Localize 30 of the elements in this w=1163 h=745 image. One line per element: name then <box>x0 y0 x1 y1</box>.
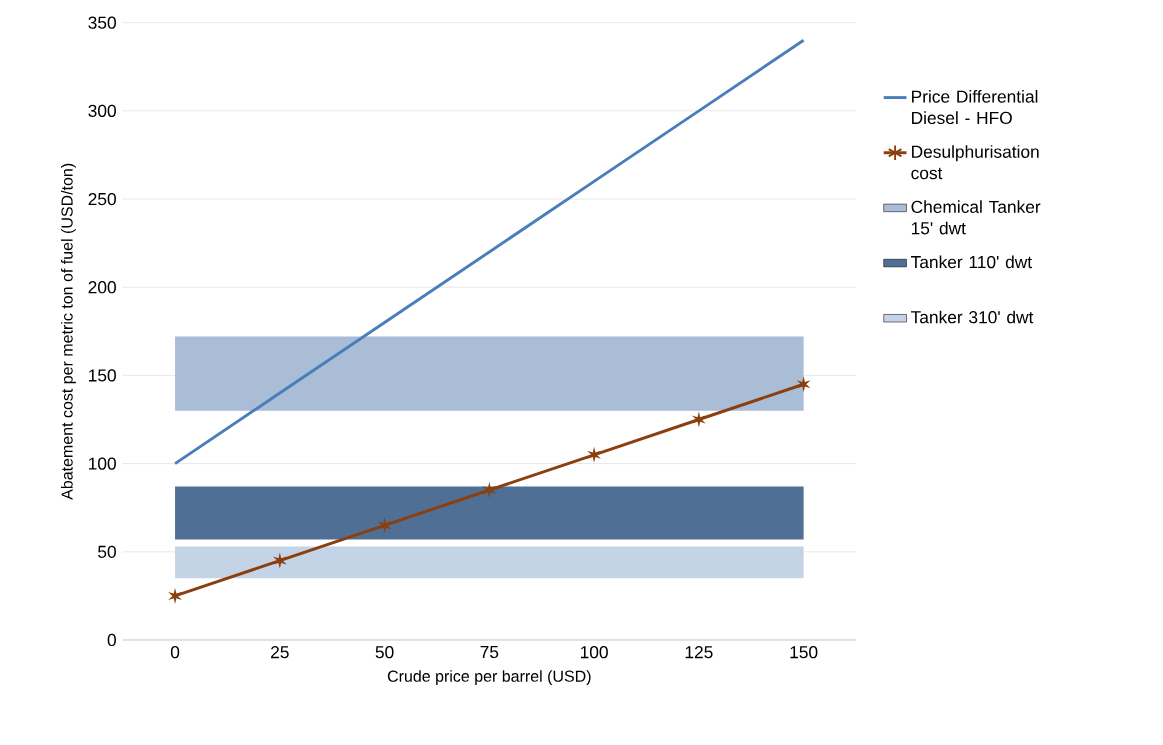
y-tick-label: 100 <box>89 457 116 470</box>
y-tick-label: 250 <box>88 192 116 206</box>
legend-label: Price Differential Diesel - HFO <box>912 89 1038 125</box>
x-tick-label: 0 <box>170 646 180 659</box>
line-series <box>173 38 806 466</box>
point <box>796 376 811 393</box>
x-axis-title: Crude price per barrel (USD) <box>387 670 591 686</box>
point <box>377 517 392 534</box>
y-tick-label: 50 <box>98 545 116 558</box>
legend-label: Chemical Tanker 15' dwt <box>911 200 1041 235</box>
point <box>168 587 182 604</box>
x-tick-label: 100 <box>580 646 608 659</box>
point <box>691 411 706 428</box>
y-tick-label: 300 <box>88 104 116 117</box>
y-axis-title: Abatement cost per metric ton of fuel (USD/ton) <box>60 163 76 500</box>
y-tick-label: 0 <box>107 633 116 647</box>
point <box>482 482 497 499</box>
y-tick-label: 200 <box>88 281 116 294</box>
legend-label: Tanker 110' dwt <box>911 255 1032 269</box>
y-tick-label: 150 <box>89 369 116 382</box>
x-tick-label: 75 <box>480 646 499 659</box>
point <box>587 446 602 463</box>
x-tick-label: 50 <box>375 646 394 659</box>
legend-label: Desulphurisation cost <box>911 145 1039 180</box>
x-tick-label: 25 <box>271 646 289 659</box>
x-tick-label: 150 <box>790 646 818 659</box>
y-tick-label: 350 <box>88 16 116 29</box>
x-tick-label: 125 <box>685 646 713 659</box>
legend-label: Tanker 310' dwt <box>911 310 1034 324</box>
point <box>272 552 287 569</box>
